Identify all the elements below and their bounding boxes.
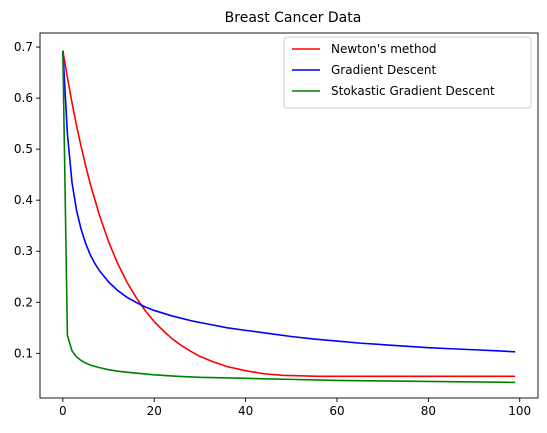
y-tick-label: 0.3: [14, 244, 33, 258]
x-tick-label: 100: [508, 404, 531, 418]
y-tick-label: 0.7: [14, 40, 33, 54]
series-line-0: [62, 50, 516, 378]
legend-label-1: Gradient Descent: [331, 63, 437, 77]
legend: Newton's method Gradient Descent Stokastic…: [283, 36, 532, 109]
y-tick-label: 0.4: [14, 193, 33, 207]
plot-area: 0 20 40 60 80 100 0.1 0.2 0.3 0.4 0.5 0.6 0.7: [14, 32, 539, 418]
y-tick-label: 0.5: [14, 142, 33, 156]
x-tick-label: 60: [329, 404, 344, 418]
x-tick-label: 0: [59, 404, 67, 418]
axes-frame: [39, 32, 539, 399]
series-line-2: [62, 50, 516, 384]
x-tick-label: 40: [238, 404, 253, 418]
legend-box: [283, 36, 532, 109]
x-tick-label: 20: [147, 404, 162, 418]
y-tick-label: 0.6: [14, 91, 33, 105]
series-line-1: [62, 50, 516, 353]
chart-title: Breast Cancer Data: [225, 10, 362, 26]
legend-label-0: Newton's method: [331, 42, 437, 56]
legend-label-2: Stokastic Gradient Descent: [331, 84, 495, 98]
y-tick-label: 0.1: [14, 346, 33, 360]
x-tick-label: 80: [421, 404, 436, 418]
y-tick-label: 0.2: [14, 295, 33, 309]
